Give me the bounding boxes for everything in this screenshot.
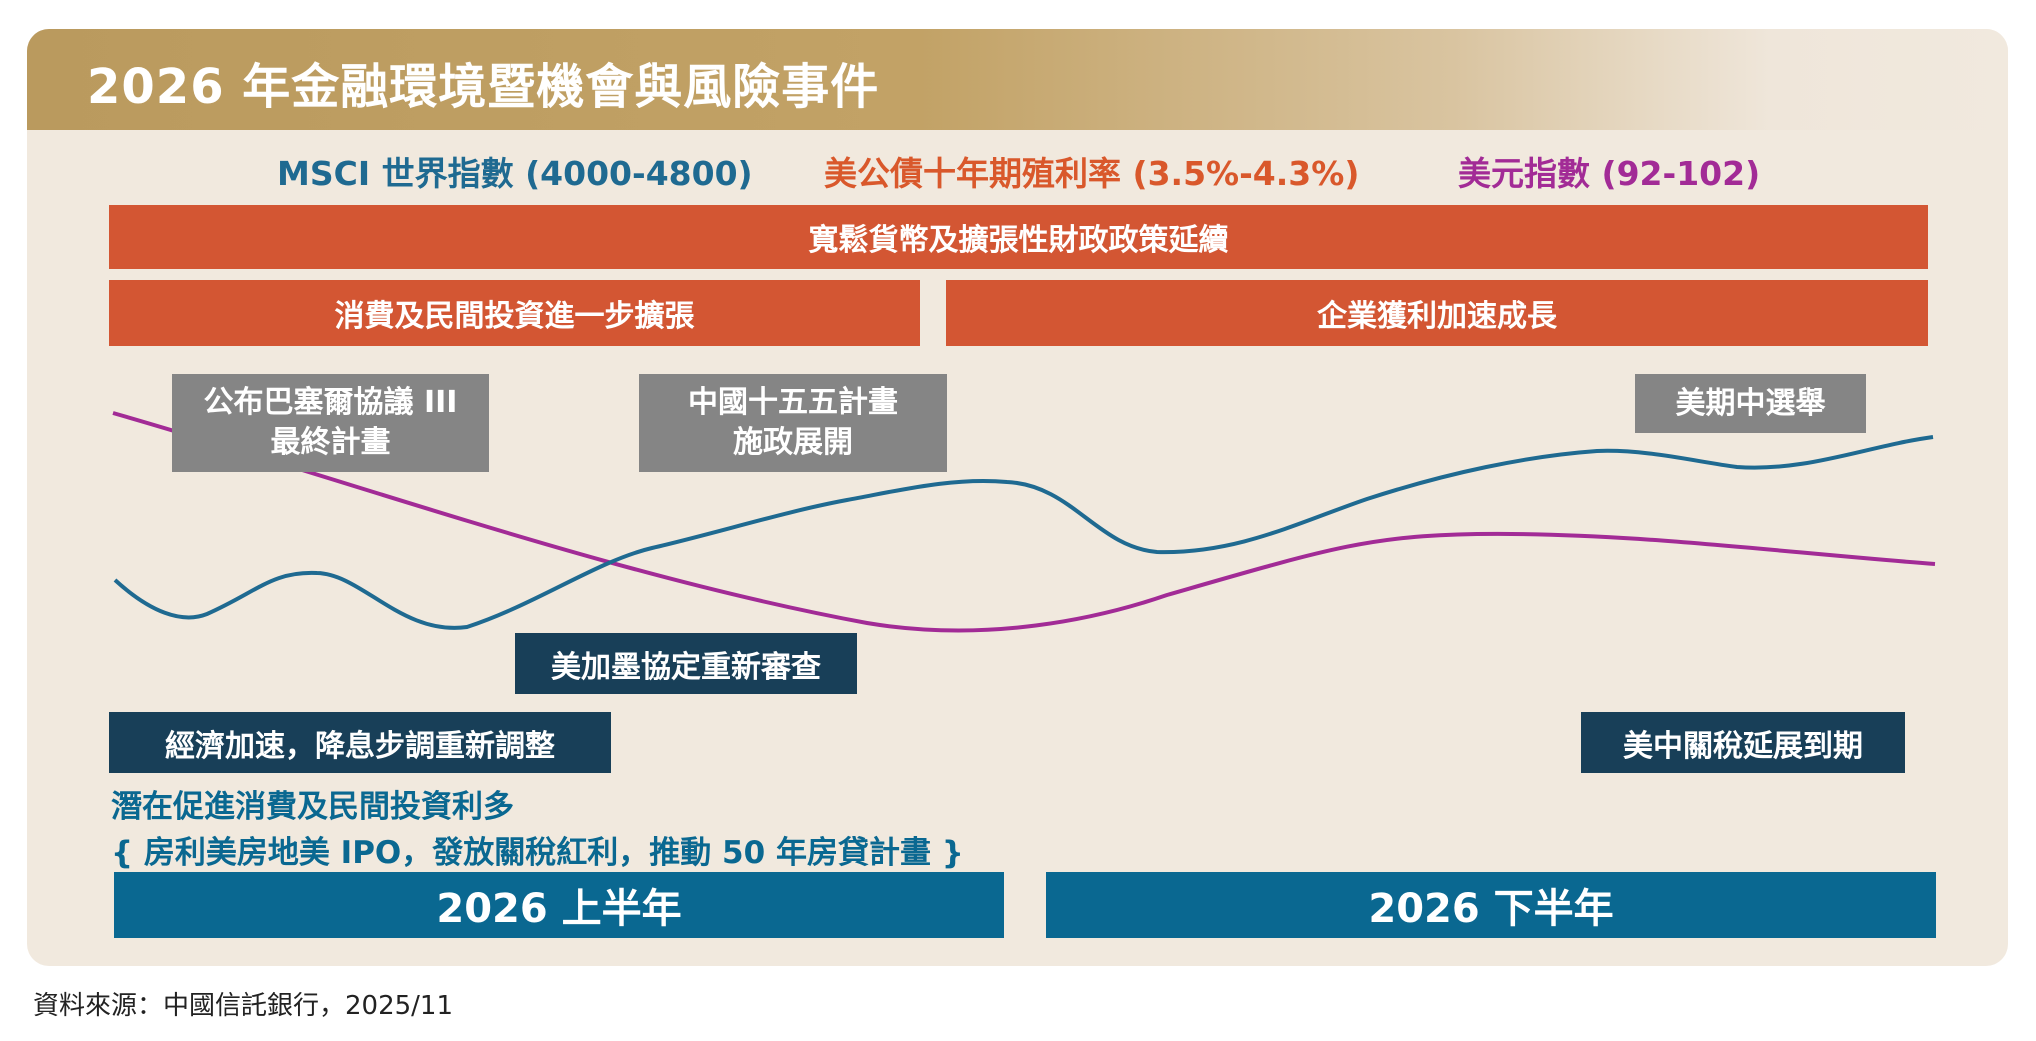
note-upside-detail: { 房利美房地美 IPO，發放關稅紅利，推動 50 年房貸計畫 }	[111, 835, 964, 871]
banner-consumption: 消費及民間投資進一步擴張	[109, 280, 920, 346]
usd-index-line	[112, 411, 1936, 633]
event-plan-line1: 中國十五五計畫	[688, 385, 898, 420]
trend-lines	[112, 411, 1936, 633]
event-midterm-election: 美期中選舉	[1635, 374, 1866, 433]
event-basel-line2: 最終計畫	[270, 425, 391, 460]
event-rate-adjustment: 經濟加速，降息步調重新調整	[109, 712, 611, 773]
banner-earnings: 企業獲利加速成長	[946, 280, 1928, 346]
event-basel-iii: 公布巴塞爾協議 III 最終計畫	[172, 374, 489, 472]
event-usmca-review: 美加墨協定重新審查	[515, 633, 857, 694]
period-h1: 2026 上半年	[114, 872, 1004, 938]
chart-panel: 2026 年金融環境暨機會與風險事件 MSCI 世界指數 (4000-4800)…	[27, 29, 2008, 966]
legend-usd-index: 美元指數 (92-102)	[1458, 154, 1761, 193]
period-h2: 2026 下半年	[1046, 872, 1936, 938]
event-plan-line2: 施政展開	[733, 425, 853, 460]
chart-title: 2026 年金融環境暨機會與風險事件	[87, 59, 880, 115]
event-china-15th-plan: 中國十五五計畫 施政展開	[639, 374, 947, 472]
note-upside-title: 潛在促進消費及民間投資利多	[111, 789, 514, 825]
source-note: 資料來源：中國信託銀行，2025/11	[33, 991, 454, 1021]
title-band: 2026 年金融環境暨機會與風險事件	[27, 29, 2008, 130]
legend-treasury-yield: 美公債十年期殖利率 (3.5%-4.3%)	[824, 154, 1360, 193]
msci-line	[113, 435, 1934, 630]
banner-policy: 寬鬆貨幣及擴張性財政政策延續	[109, 205, 1928, 269]
event-basel-line1: 公布巴塞爾協議 III	[203, 385, 458, 420]
legend-msci: MSCI 世界指數 (4000-4800)	[277, 154, 753, 193]
event-tariff-expiry: 美中關稅延展到期	[1581, 712, 1905, 773]
